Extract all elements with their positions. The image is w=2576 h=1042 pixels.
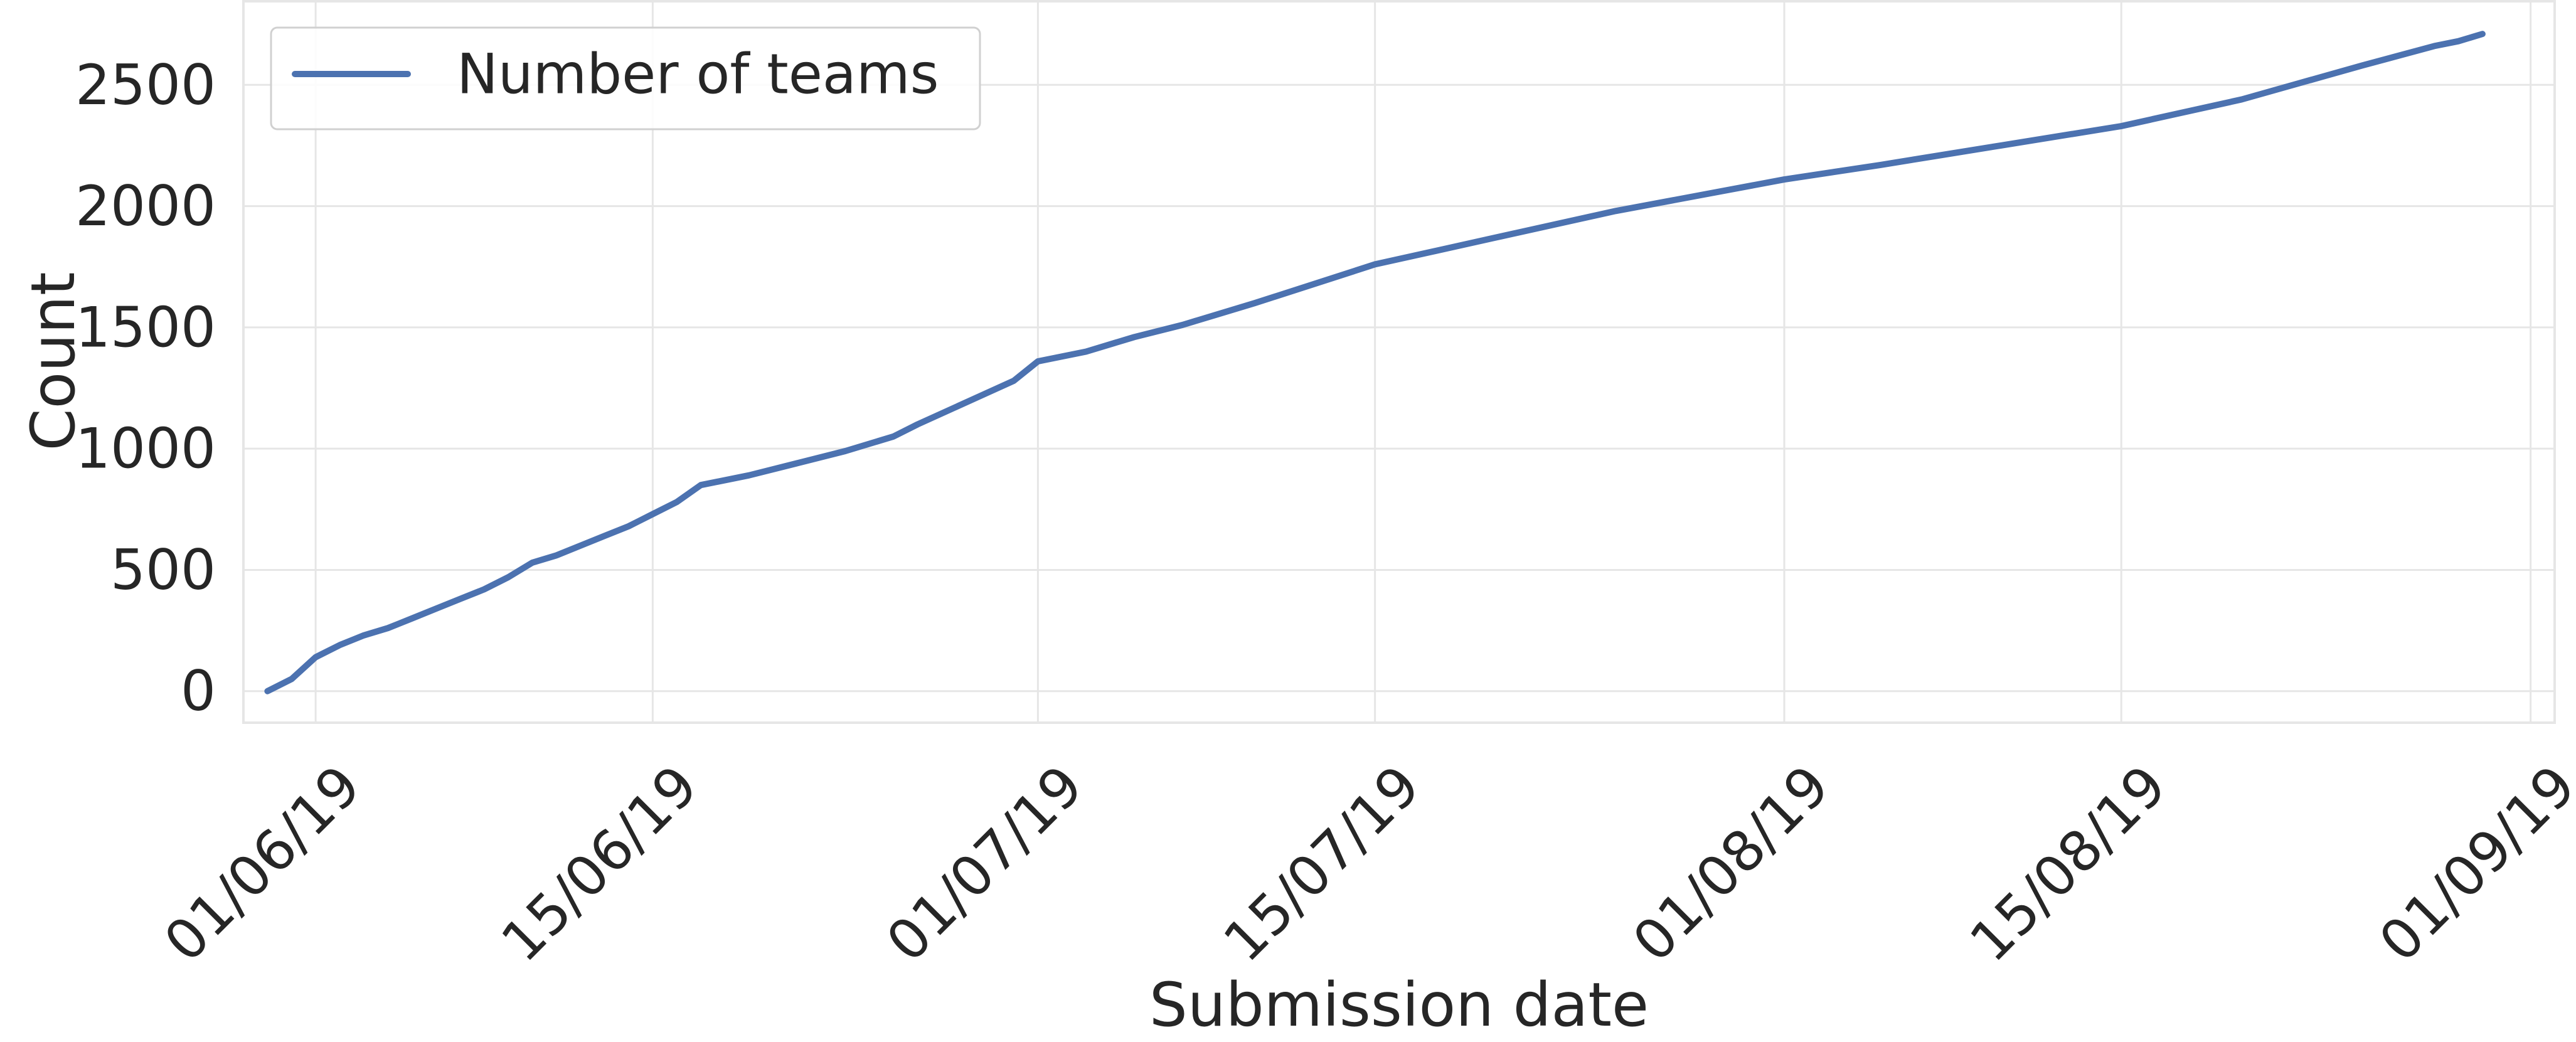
- legend: Number of teams: [270, 26, 981, 130]
- series-line: [264, 31, 2486, 694]
- y-tick-label: 1000: [75, 417, 216, 481]
- legend-label: Number of teams: [457, 42, 939, 107]
- y-tick-label: 500: [110, 538, 216, 602]
- x-tick-label: 01/09/19: [2367, 753, 2576, 974]
- x-tick-label: 01/08/19: [1621, 753, 1841, 974]
- y-tick-label: 2500: [75, 53, 216, 117]
- x-tick-label: 15/07/19: [1211, 753, 1432, 974]
- series-layer: [264, 31, 2486, 694]
- y-tick-label: 0: [181, 659, 216, 723]
- y-tick-label: 2000: [75, 174, 216, 238]
- legend-box: [270, 26, 981, 130]
- x-tick-label: 15/06/19: [489, 753, 710, 974]
- plot-frame: [242, 0, 2556, 724]
- y-axis-ticks: 0 500 1000 1500 2000 2500: [75, 53, 216, 723]
- y-tick-label: 1500: [75, 295, 216, 359]
- x-tick-label: 15/08/19: [1957, 753, 2178, 974]
- x-axis-ticks: 01/06/19 15/06/19 01/07/19 15/07/19 01/08/19…: [152, 753, 2576, 974]
- x-tick-label: 01/07/19: [874, 753, 1095, 974]
- y-axis-label: Count: [18, 272, 88, 450]
- x-axis-label: Submission date: [1149, 970, 1649, 1040]
- x-tick-label: 01/06/19: [152, 753, 373, 974]
